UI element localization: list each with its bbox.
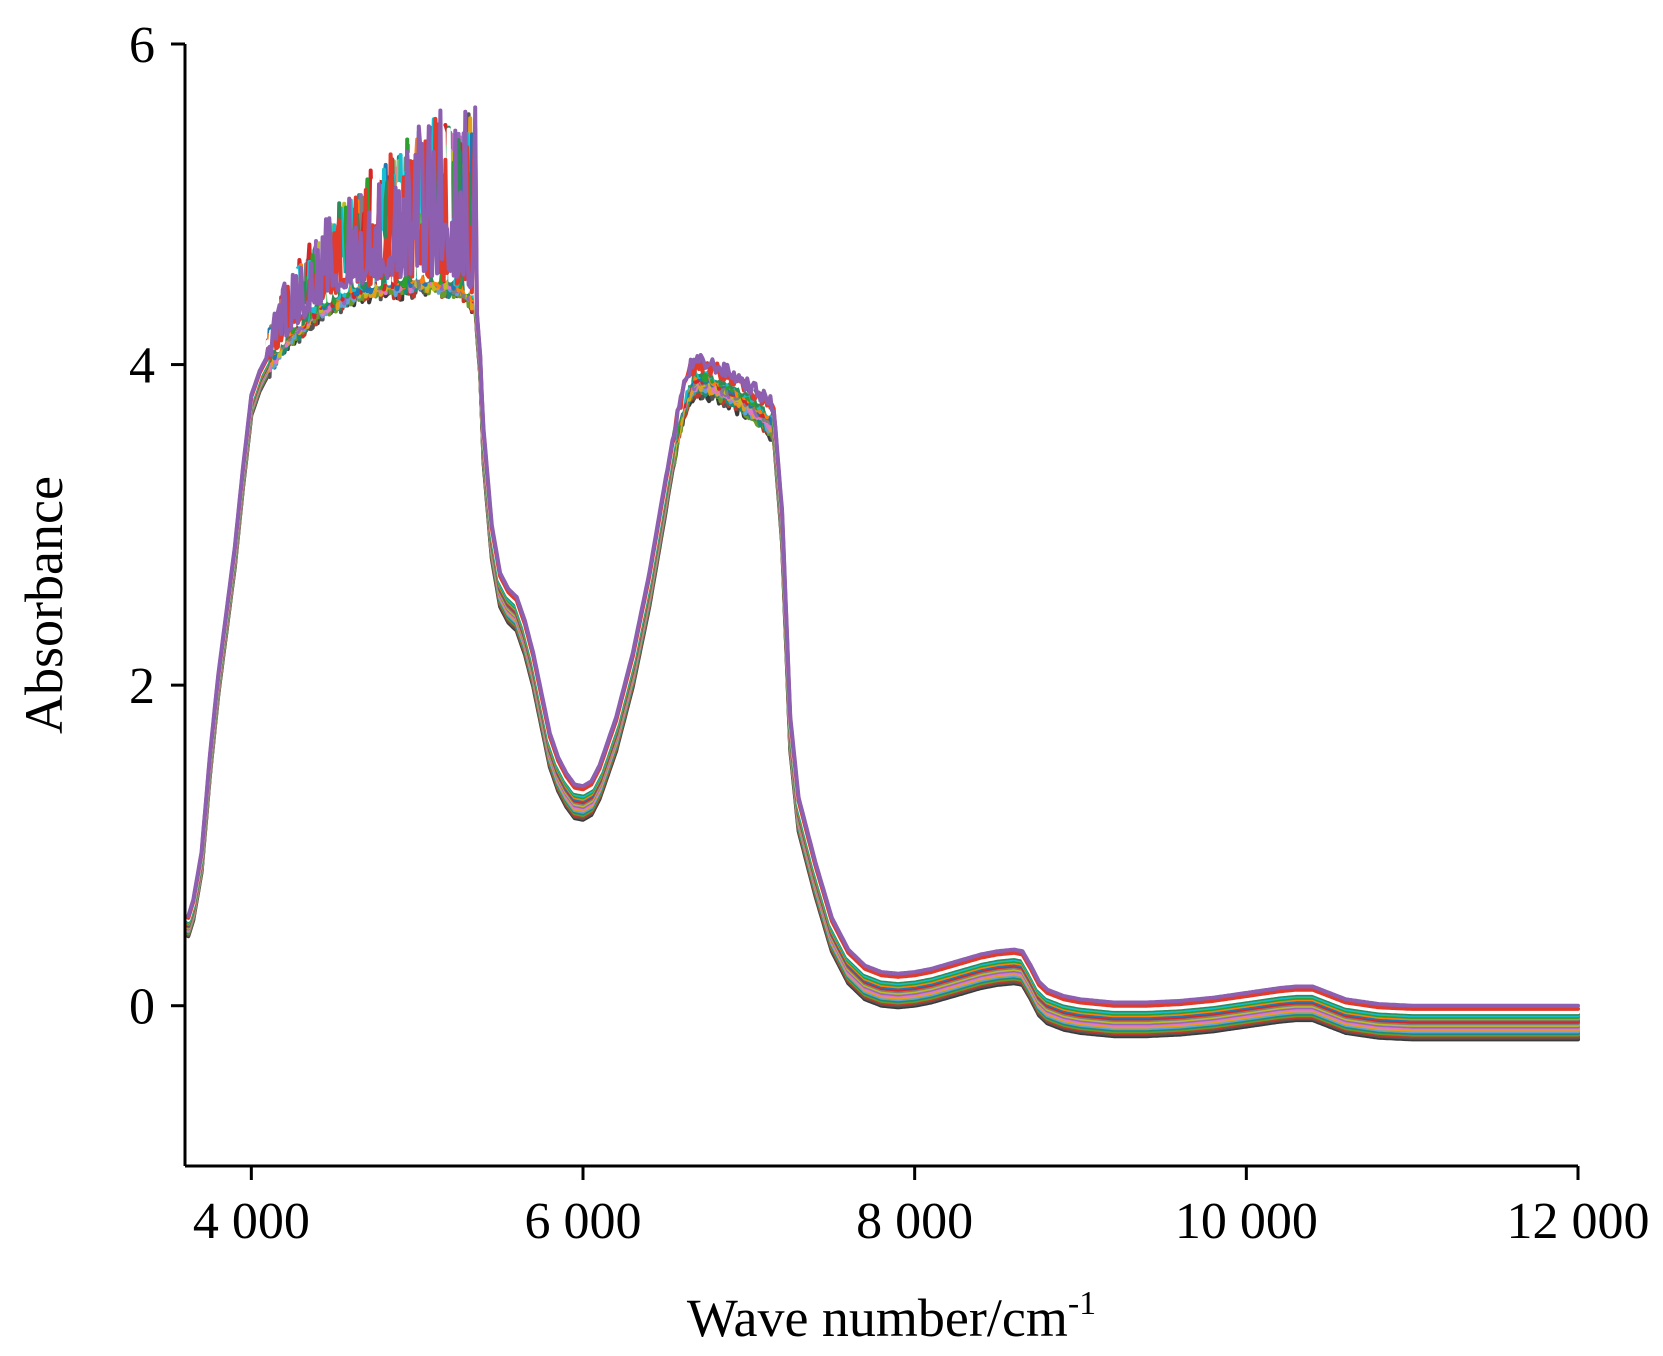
x-axis-title: Wave number/cm-1 bbox=[687, 1285, 1096, 1348]
spectrum-line-1 bbox=[186, 105, 1580, 1008]
spectrum-line-2 bbox=[186, 116, 1580, 1011]
x-tick-label-8000: 8 000 bbox=[856, 1193, 973, 1250]
y-axis-title: Absorbance bbox=[14, 476, 74, 734]
spectrum-line-3 bbox=[186, 123, 1580, 1015]
axes bbox=[183, 44, 1578, 1168]
x-axis-title-superscript: -1 bbox=[1068, 1285, 1096, 1322]
y-tick-label-6: 6 bbox=[129, 17, 155, 74]
x-tick-label-4000: 4 000 bbox=[193, 1193, 310, 1250]
x-axis-title-main: Wave number/cm bbox=[687, 1288, 1068, 1348]
ticks: 0 2 4 6 4 000 6 000 8 000 10 000 12 000 bbox=[129, 17, 1650, 1250]
y-tick-label-2: 2 bbox=[129, 658, 155, 715]
spectra-series-group bbox=[186, 105, 1580, 1042]
y-tick-label-4: 4 bbox=[129, 338, 155, 395]
x-tick-label-10000: 10 000 bbox=[1175, 1193, 1318, 1250]
x-tick-label-12000: 12 000 bbox=[1507, 1193, 1650, 1250]
x-tick-label-6000: 6 000 bbox=[525, 1193, 642, 1250]
y-tick-label-0: 0 bbox=[129, 979, 155, 1036]
